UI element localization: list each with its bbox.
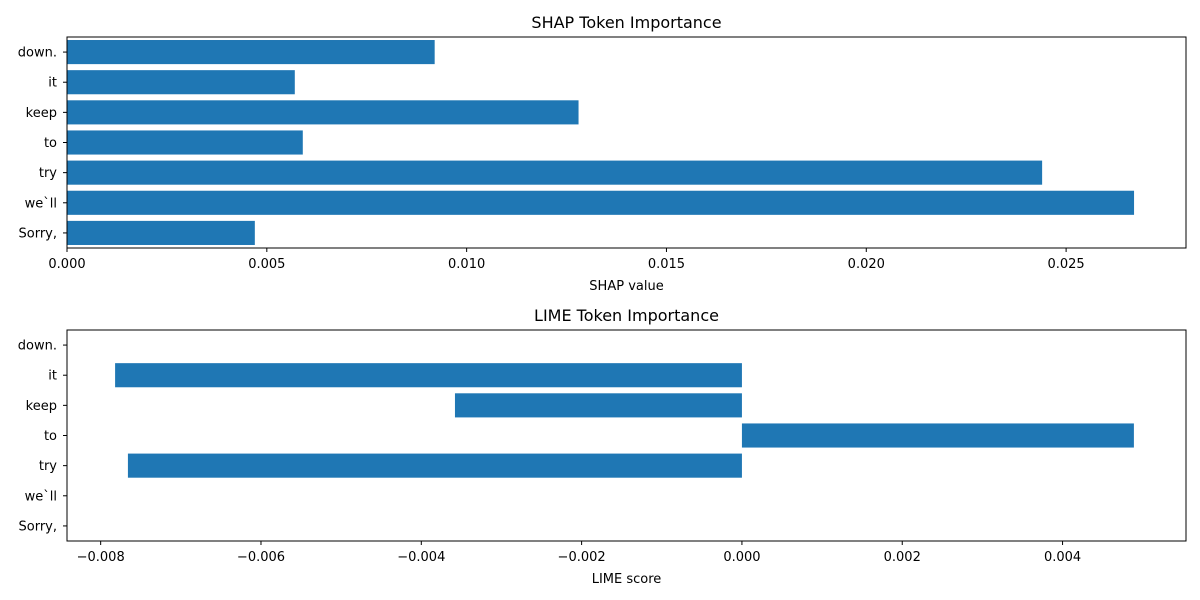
lime-y-tick-label: it: [48, 369, 57, 384]
lime-bar: [454, 393, 742, 418]
shap-bar: [67, 220, 255, 245]
lime-y-tick-label: keep: [26, 399, 57, 414]
shap-y-tick-label: we`ll: [25, 196, 57, 211]
lime-y-tick-label: Sorry,: [19, 519, 58, 534]
shap-x-tick-label: 0.000: [48, 257, 85, 272]
shap-x-tick-label: 0.020: [848, 257, 885, 272]
shap-y-tick-label: try: [39, 166, 57, 181]
shap-x-tick-label: 0.025: [1047, 257, 1084, 272]
shap-chart: SHAP Token Importance Sorry, we`ll try to kee…: [18, 13, 1187, 294]
shap-y-tick-label: down.: [18, 46, 57, 61]
lime-bar: [741, 423, 1134, 448]
shap-bar: [67, 100, 579, 125]
lime-x-tick-label: −0.006: [237, 550, 285, 565]
shap-bar: [67, 70, 295, 95]
lime-y-tick-label: we`ll: [25, 489, 57, 504]
lime-bar: [127, 453, 742, 478]
lime-chart: LIME Token Importance Sorry, we`ll try to kee…: [18, 306, 1187, 587]
lime-y-tick-label: to: [44, 429, 57, 444]
lime-x-tick-label: −0.008: [77, 550, 125, 565]
lime-x-tick-label: −0.004: [397, 550, 445, 565]
lime-x-tick-label: 0.002: [884, 550, 921, 565]
lime-y-tick-label: try: [39, 459, 57, 474]
shap-x-tick-label: 0.005: [248, 257, 285, 272]
shap-bar: [67, 40, 435, 65]
shap-bar: [67, 130, 303, 155]
lime-bar: [115, 363, 742, 388]
lime-y-tick-label: down.: [18, 339, 57, 354]
shap-x-axis-label: SHAP value: [589, 279, 663, 294]
shap-x-tick-label: 0.015: [648, 257, 685, 272]
lime-x-tick-label: 0.004: [1044, 550, 1081, 565]
lime-x-tick-label: 0.000: [723, 550, 760, 565]
lime-x-tick-label: −0.002: [558, 550, 606, 565]
shap-y-tick-label: to: [44, 136, 57, 151]
shap-y-tick-label: Sorry,: [19, 226, 58, 241]
shap-y-tick-label: keep: [26, 106, 57, 121]
shap-chart-title: SHAP Token Importance: [531, 13, 721, 32]
shap-bar: [67, 190, 1135, 215]
lime-x-axis-label: LIME score: [592, 572, 662, 587]
lime-chart-title: LIME Token Importance: [534, 306, 719, 325]
shap-x-tick-label: 0.010: [448, 257, 485, 272]
shap-y-tick-label: it: [48, 76, 57, 91]
shap-bar: [67, 160, 1043, 185]
